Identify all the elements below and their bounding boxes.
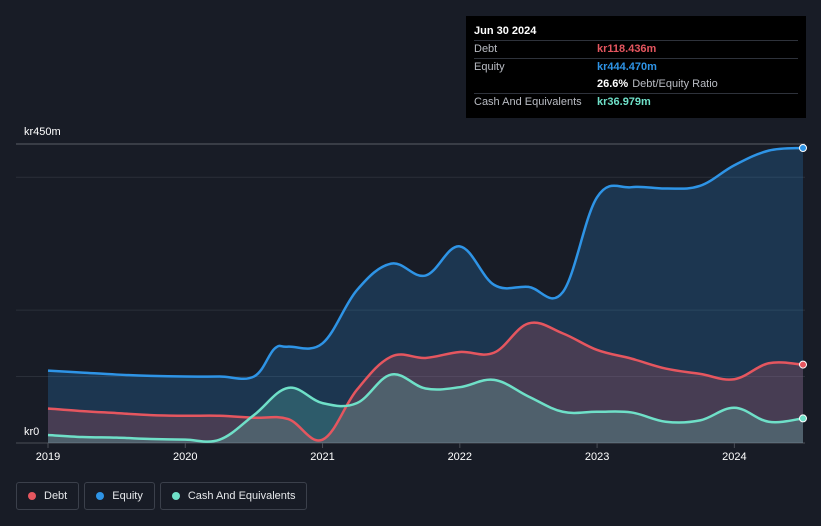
tooltip-row-ratio: 26.6% Debt/Equity Ratio [474, 76, 798, 93]
tooltip-cash-value: kr36.979m [597, 96, 651, 108]
equity-line [47, 146, 804, 381]
x-tick-label: 2024 [722, 451, 746, 463]
series-lines [47, 146, 804, 443]
y-axis-max-label: kr450m [24, 126, 61, 138]
debt-line [47, 321, 804, 442]
debt-area [48, 322, 803, 443]
legend-item-cash[interactable]: Cash And Equivalents [159, 482, 308, 510]
x-tick-label: 2019 [36, 451, 60, 463]
x-tick-label: 2021 [310, 451, 334, 463]
legend-label-debt: Debt [44, 490, 68, 502]
legend-dot-debt [28, 492, 36, 500]
tooltip-debt-value: kr118.436m [597, 43, 657, 55]
x-tick-label: 2020 [173, 451, 197, 463]
cash-and-equivalents-area [48, 374, 803, 443]
cash-and-equivalents-line [47, 373, 804, 443]
series-end-markers [799, 143, 807, 423]
legend-item-debt[interactable]: Debt [16, 482, 80, 510]
debt-end-dot [799, 360, 807, 369]
tooltip-cash-label: Cash And Equivalents [474, 96, 582, 108]
legend-dot-cash [171, 492, 180, 500]
x-axis-ticks: 2019 2020 2021 2022 2023 2024 [36, 443, 747, 463]
tooltip-date: Jun 30 2024 [474, 25, 537, 37]
tooltip-equity-value: kr444.470m [597, 61, 657, 73]
tooltip-debt-label: Debt [474, 43, 498, 55]
tooltip-ratio-value: 26.6% [597, 78, 629, 90]
legend-item-equity[interactable]: Equity [84, 482, 155, 510]
cash-and-equivalents-end-dot [799, 414, 807, 423]
tooltip-row-equity: Equity kr444.470m [474, 58, 798, 76]
tooltip-row-cash: Cash And Equivalents kr36.979m [474, 93, 798, 111]
tooltip-ratio-suffix: Debt/Equity Ratio [632, 78, 718, 90]
x-tick-label: 2023 [585, 451, 609, 463]
legend-dot-equity [96, 492, 105, 500]
legend-label-cash: Cash And Equivalents [187, 490, 296, 502]
tooltip-row-debt: Debt kr118.436m [474, 40, 798, 58]
y-axis-zero-label: kr0 [24, 426, 39, 438]
equity-area [48, 147, 803, 443]
tooltip-equity-label: Equity [474, 61, 505, 73]
tooltip-ratio-label [474, 76, 597, 93]
series-areas [48, 147, 803, 443]
tooltip-panel: Jun 30 2024 Debt kr118.436m Equity kr444… [466, 16, 806, 118]
x-tick-label: 2022 [448, 451, 472, 463]
legend-label-equity: Equity [112, 490, 143, 502]
equity-end-dot [799, 143, 807, 152]
chart-legend: Debt Equity Cash And Equivalents [16, 482, 308, 510]
